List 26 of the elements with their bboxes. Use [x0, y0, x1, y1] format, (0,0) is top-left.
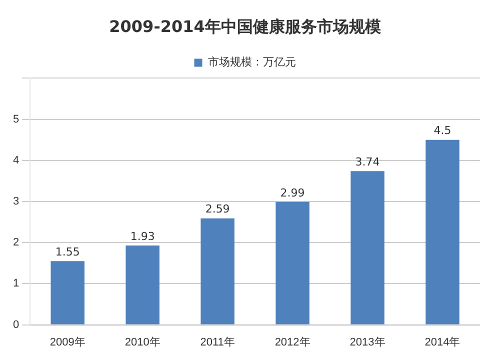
x-tick-label: 2013年	[350, 336, 386, 348]
bar	[50, 261, 84, 324]
y-tick-label: 5	[12, 113, 20, 126]
data-label: 4.5	[434, 124, 452, 138]
bar	[200, 218, 234, 324]
bar	[276, 202, 310, 324]
bar	[126, 245, 160, 324]
x-tick-label: 2009年	[50, 336, 86, 348]
y-tick-label: 3	[12, 196, 20, 208]
x-tick-label: 2011年	[200, 336, 235, 348]
x-tick-label: 2014年	[424, 336, 460, 348]
bar	[350, 171, 384, 324]
y-tick-label: 4	[12, 154, 20, 166]
data-label: 3.74	[355, 155, 380, 168]
bar	[426, 140, 460, 324]
x-tick-label: 2012年	[274, 336, 310, 348]
data-label: 1.93	[130, 230, 155, 243]
x-tick-label: 2010年	[124, 336, 160, 348]
y-tick-label: 2	[12, 236, 20, 249]
data-label: 1.55	[55, 245, 80, 258]
legend-label: 市场规模：万亿元	[208, 56, 296, 69]
chart-title: 2009-2014年中国健康服务市场规模	[109, 16, 381, 36]
data-label: 2.99	[280, 186, 305, 200]
y-tick-label: 1	[12, 278, 20, 290]
data-label: 2.59	[205, 202, 230, 216]
y-tick-label: 0	[12, 318, 20, 331]
